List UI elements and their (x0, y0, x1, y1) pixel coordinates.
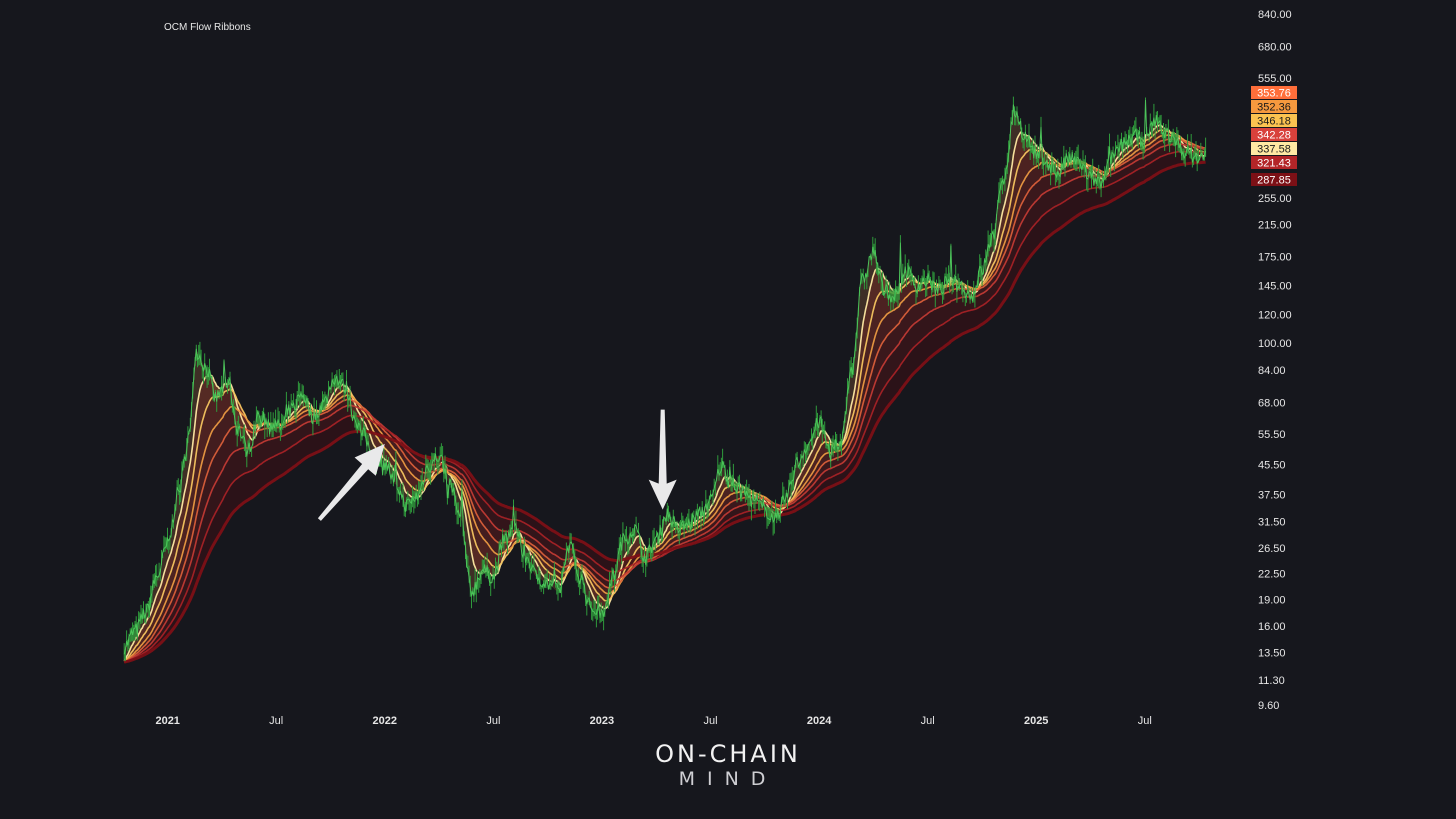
y-tick-label: 120.00 (1258, 310, 1292, 322)
x-tick-label: Jul (921, 715, 935, 727)
last-value-badge: 337.58 (1251, 142, 1297, 156)
x-tick-label: 2021 (155, 715, 179, 727)
badge-value: 287.85 (1257, 175, 1291, 187)
price-series (123, 96, 1207, 662)
y-tick-label: 175.00 (1258, 251, 1292, 263)
y-tick-label: 255.00 (1258, 193, 1292, 205)
y-tick-label: 19.00 (1258, 595, 1286, 607)
badge-bg (1251, 173, 1297, 186)
ribbon-line-7 (124, 160, 1206, 664)
last-value-badge: 353.76 (1251, 86, 1297, 100)
price-line (123, 99, 1207, 655)
y-tick-label: 45.50 (1258, 460, 1286, 472)
ribbon-line-6 (124, 150, 1206, 663)
badge-value: 346.18 (1257, 116, 1291, 128)
y-tick-label: 840.00 (1258, 9, 1292, 21)
y-tick-label: 13.50 (1258, 647, 1286, 659)
y-tick-label: 37.50 (1258, 489, 1286, 501)
badge-bg (1251, 142, 1297, 155)
x-tick-label: Jul (703, 715, 717, 727)
ribbon-line-5 (124, 143, 1206, 663)
y-tick-label: 215.00 (1258, 220, 1292, 232)
y-tick-label: 11.30 (1258, 675, 1285, 687)
last-value-badge: 346.18 (1251, 114, 1297, 128)
y-tick-label: 22.50 (1258, 568, 1286, 580)
chart-title: OCM Flow Ribbons (164, 22, 251, 33)
y-tick-label: 31.50 (1258, 516, 1286, 528)
y-tick-label: 9.60 (1258, 700, 1279, 712)
badge-value: 353.76 (1257, 88, 1291, 100)
badge-bg (1251, 100, 1297, 113)
badge-bg (1251, 156, 1297, 169)
last-value-badge: 321.43 (1251, 156, 1297, 170)
badge-value: 337.58 (1257, 144, 1291, 156)
annotation-arrow-1 (317, 443, 385, 521)
y-tick-label: 26.50 (1258, 543, 1286, 555)
badge-value: 352.36 (1257, 102, 1291, 114)
y-tick-label: 16.00 (1258, 621, 1286, 633)
badge-bg (1251, 86, 1297, 99)
badge-bg (1251, 114, 1297, 127)
last-value-badges: 353.76 352.36 346.18 342.28 337.58 321.43 287.… (1251, 86, 1297, 187)
y-tick-label: 145.00 (1258, 281, 1292, 293)
brand-logo-line1: ON-CHAIN (655, 740, 801, 768)
x-tick-label: 2025 (1024, 715, 1048, 727)
ribbon-line-4 (123, 138, 1206, 663)
x-axis: 2021 Jul 2022 Jul 2023 Jul 2024 Jul 2025 Jul (155, 715, 1151, 727)
y-axis: 840.00 680.00 555.00 255.00 215.00 175.00 145.… (1258, 9, 1292, 712)
x-tick-label: Jul (269, 715, 283, 727)
ribbon-band-6 (124, 151, 1206, 662)
badge-value: 342.28 (1257, 130, 1291, 142)
last-value-badge: 287.85 (1251, 173, 1297, 187)
last-value-badge: 342.28 (1251, 128, 1297, 142)
ribbon-line-2 (123, 129, 1206, 663)
y-tick-label: 55.50 (1258, 429, 1286, 441)
badge-value: 321.43 (1257, 158, 1291, 170)
x-tick-label: Jul (486, 715, 500, 727)
annotation-arrow-2 (648, 409, 677, 510)
y-tick-label: 84.00 (1258, 365, 1286, 377)
x-tick-label: 2024 (807, 715, 832, 727)
y-tick-label: 680.00 (1258, 42, 1292, 54)
x-tick-label: 2022 (373, 715, 397, 727)
y-tick-label: 100.00 (1258, 338, 1292, 350)
y-tick-label: 68.00 (1258, 398, 1286, 410)
ribbon-band-2 (124, 130, 1206, 662)
y-tick-label: 555.00 (1258, 73, 1292, 85)
ribbon-line-3 (123, 134, 1206, 663)
brand-logo-line2: MIND (678, 768, 778, 790)
annotations (317, 409, 677, 521)
badge-bg (1251, 128, 1297, 141)
last-value-badge: 352.36 (1251, 100, 1297, 114)
x-tick-label: 2023 (590, 715, 614, 727)
x-tick-label: Jul (1138, 715, 1152, 727)
